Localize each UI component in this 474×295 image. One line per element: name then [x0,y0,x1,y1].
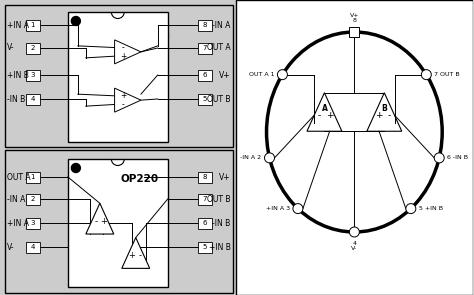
Polygon shape [307,93,342,131]
Text: 4: 4 [31,96,35,102]
Text: 6: 6 [202,72,207,78]
Text: -IN A: -IN A [7,194,26,204]
Text: OUT B: OUT B [207,94,230,104]
Polygon shape [122,237,150,268]
Text: -: - [388,111,391,120]
Bar [198,194,211,204]
Text: -IN A: -IN A [212,20,230,30]
Circle shape [293,204,303,214]
Text: 3: 3 [31,220,35,226]
Text: +: + [128,251,135,260]
Ellipse shape [266,32,442,232]
Bar [198,19,211,30]
Text: +IN B: +IN B [209,242,230,252]
Text: +IN A: +IN A [7,219,29,227]
Bar [26,171,40,183]
Text: -: - [122,100,125,109]
Circle shape [277,70,287,80]
Text: -: - [122,43,125,52]
Text: +: + [100,217,108,226]
Text: -IN A 2: -IN A 2 [240,155,262,160]
Text: A: A [321,104,328,113]
Text: 8: 8 [202,174,207,180]
Text: -IN B: -IN B [7,94,25,104]
Text: OUT B: OUT B [207,194,230,204]
Bar [198,217,211,229]
Polygon shape [367,93,402,131]
Text: 7 OUT B: 7 OUT B [434,72,460,77]
Bar [349,27,359,37]
Bar [26,94,40,104]
Bar [198,242,211,253]
Circle shape [72,17,81,25]
Text: +IN A: +IN A [7,20,29,30]
Text: 2: 2 [31,196,35,202]
Polygon shape [86,203,114,234]
Text: +: + [120,91,127,100]
Bar [198,171,211,183]
Bar [26,194,40,204]
Circle shape [72,163,81,173]
Bar [68,159,168,287]
Bar [26,217,40,229]
Bar [26,70,40,81]
Bar [5,150,233,293]
Text: V+
8: V+ 8 [350,13,359,23]
Text: 7: 7 [202,45,207,51]
Bar [5,5,233,147]
Text: 3: 3 [31,72,35,78]
Bar [26,19,40,30]
Text: -: - [318,111,321,120]
Bar [26,242,40,253]
Text: OP220: OP220 [121,174,159,184]
Bar [198,42,211,53]
Text: 5: 5 [202,244,207,250]
Text: 1: 1 [31,22,35,28]
Circle shape [406,204,416,214]
Text: 2: 2 [31,45,35,51]
Text: OUT A: OUT A [207,43,230,53]
Bar [26,42,40,53]
Text: -: - [138,251,141,260]
Text: -: - [94,217,97,226]
Text: 6: 6 [202,220,207,226]
Text: 4: 4 [31,244,35,250]
Text: OUT A: OUT A [7,173,31,181]
Bar [198,70,211,81]
Text: +: + [120,52,127,61]
Bar [236,0,473,295]
Text: B: B [382,104,387,113]
Text: 8: 8 [202,22,207,28]
Text: V+: V+ [219,71,230,79]
Text: 7: 7 [202,196,207,202]
Bar [68,12,168,142]
Polygon shape [115,88,141,112]
Text: +IN B: +IN B [7,71,29,79]
Circle shape [421,70,431,80]
Polygon shape [115,40,141,64]
Text: OUT A 1: OUT A 1 [249,72,274,77]
Circle shape [264,153,274,163]
Text: +: + [375,111,383,120]
Text: -IN B: -IN B [212,219,230,227]
Text: V+: V+ [219,173,230,181]
Text: 5 +IN B: 5 +IN B [419,206,443,211]
Text: V-: V- [7,242,15,252]
Text: 4
V-: 4 V- [351,241,357,251]
Circle shape [349,227,359,237]
Text: V-: V- [7,43,15,53]
Text: +: + [326,111,333,120]
Text: 6 -IN B: 6 -IN B [447,155,468,160]
Text: 5: 5 [202,96,207,102]
Text: 1: 1 [31,174,35,180]
Text: +IN A 3: +IN A 3 [266,206,290,211]
Bar [198,94,211,104]
Circle shape [434,153,444,163]
